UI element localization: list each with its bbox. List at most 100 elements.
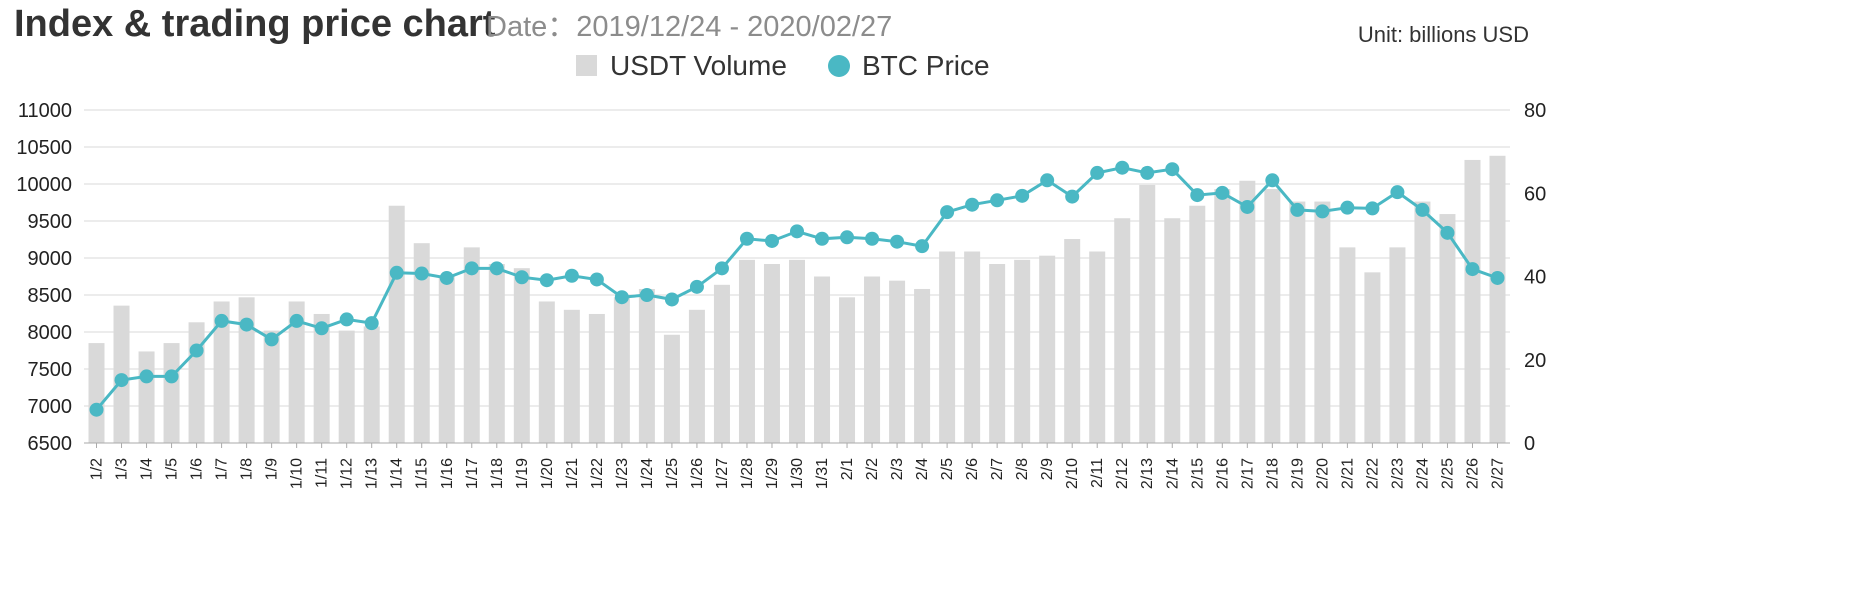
price-point [89,402,104,417]
volume-bar [939,251,956,443]
volume-bar [989,264,1006,443]
price-point [840,230,855,245]
price-point [139,369,154,384]
volume-bar [1039,255,1056,443]
price-point [1365,201,1380,216]
y-left-tick-label: 9000 [28,248,73,270]
price-point [114,373,129,388]
y-right-tick-label: 20 [1524,350,1546,372]
unit-label: Unit: billions USD [1358,22,1529,47]
legend: USDT Volume BTC Price [576,50,990,81]
x-tick-label: 2/2 [864,458,881,480]
price-point [389,265,404,280]
price-point [1015,188,1030,203]
volume-bar [1314,201,1331,443]
x-tick-label: 1/17 [464,458,481,489]
x-tick-label: 2/23 [1389,458,1406,489]
price-point [1290,202,1305,217]
volume-bar [513,268,530,443]
volume-bar [1239,180,1256,443]
x-tick-label: 1/30 [789,458,806,489]
volume-bar [563,309,580,443]
price-point [664,292,679,307]
volume-bar [964,251,981,443]
price-point [289,313,304,328]
x-tick-label: 1/18 [489,458,506,489]
x-tick-label: 2/3 [889,458,906,480]
volume-bar [338,330,355,443]
volume-bar [1189,205,1206,443]
x-tick-label: 2/25 [1439,458,1456,489]
x-tick-label: 1/14 [389,458,406,489]
volume-bar [688,309,705,443]
volume-bar [1089,251,1106,443]
price-point [940,205,955,220]
price-point [1440,225,1455,240]
x-tick-label: 2/17 [1239,458,1256,489]
price-point [790,224,804,239]
x-tick-label: 1/15 [414,458,431,489]
x-tick-label: 2/15 [1189,458,1206,489]
price-point [214,313,229,328]
x-tick-label: 1/26 [689,458,706,489]
x-tick-label: 1/31 [814,458,831,489]
price-point [564,268,579,283]
x-tick-label: 2/22 [1364,458,1381,489]
x-tick-label: 1/3 [114,458,131,480]
price-point [1165,162,1180,177]
volume-bar [1014,259,1031,443]
x-tick-label: 2/5 [939,458,956,480]
volume-bar [488,264,505,443]
price-line [89,160,1505,417]
x-tick-label: 1/11 [314,458,331,488]
x-tick-label: 2/20 [1314,458,1331,489]
price-point [1265,173,1280,188]
price-point [414,266,429,281]
price-point [1240,199,1255,214]
price-point [164,369,179,384]
y-left-tick-label: 8000 [28,322,73,344]
volume-bar [1489,155,1506,443]
price-point [990,193,1005,208]
price-point [1090,165,1105,180]
volume-bar [763,264,780,443]
y-left-tick-label: 9500 [28,211,73,233]
price-point [915,239,930,254]
x-tick-label: 1/19 [514,458,531,489]
x-tick-label: 2/7 [989,458,1006,480]
volume-bar [713,284,730,443]
volume-bars [88,155,1506,444]
volume-bar [1464,159,1481,443]
x-tick-label: 1/23 [614,458,631,489]
price-point [1115,160,1130,175]
x-tick-label: 2/9 [1039,458,1056,480]
y-left-tick-label: 10500 [16,137,72,159]
price-point [239,317,254,332]
volume-bar [1164,218,1181,443]
x-tick-label: 1/7 [214,458,231,480]
x-tick-label: 1/2 [89,458,106,480]
y-left-tick-label: 7000 [28,396,73,418]
volume-bar [1414,201,1431,443]
x-tick-label: 1/10 [289,458,306,489]
x-tick-label: 2/4 [914,458,931,480]
price-point [1390,185,1405,200]
x-tick-label: 1/13 [364,458,381,489]
price-point [464,261,479,276]
y-right-tick-label: 40 [1524,267,1546,289]
volume-bar [613,297,630,443]
volume-bar [864,276,881,443]
price-point [1065,189,1080,204]
price-point [1040,173,1055,188]
price-point [1465,262,1480,277]
y-left-tick-label: 10000 [16,174,72,196]
x-tick-label: 1/9 [264,458,281,480]
volume-bar [413,243,430,443]
volume-bar [638,288,655,443]
x-tick-label: 1/29 [764,458,781,489]
x-tick-label: 1/8 [239,458,256,480]
x-tick-label: 2/8 [1014,458,1031,480]
price-point [514,270,529,285]
x-tick-label: 1/22 [589,458,606,489]
